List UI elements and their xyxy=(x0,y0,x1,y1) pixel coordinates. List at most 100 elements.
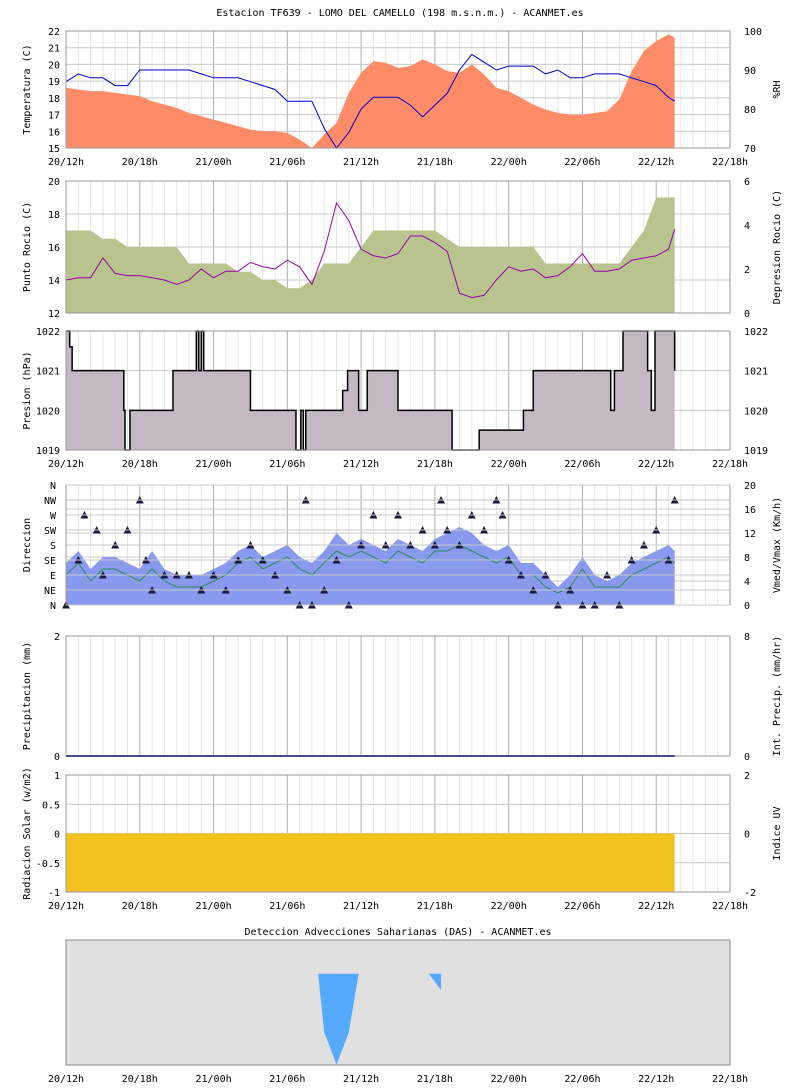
temperature-area xyxy=(66,34,675,148)
solar-xtick: 20/12h xyxy=(48,901,84,912)
solar-ytick-left: -0.5 xyxy=(36,859,60,870)
wind-ytick-right: 8 xyxy=(744,553,750,564)
dewpoint-area xyxy=(66,197,675,313)
precipitation-frame xyxy=(65,635,731,757)
temperature_humidity-xtick: 20/18h xyxy=(122,157,158,168)
pressure-ylabel-left: Presion (hPa) xyxy=(22,351,33,429)
precipitation-ytick-left: 2 xyxy=(54,632,60,643)
dewpoint-ytick-left: 14 xyxy=(48,276,60,287)
das-xtick: 20/18h xyxy=(122,1074,158,1085)
temperature_humidity-ytick-left: 18 xyxy=(48,94,60,105)
das-xtick: 20/12h xyxy=(48,1074,84,1085)
precipitation-ytick-left: 0 xyxy=(54,752,60,763)
solar-xtick: 21/12h xyxy=(343,901,379,912)
wind-direction-tick: N xyxy=(50,481,56,492)
pressure-ytick-right: 1022 xyxy=(744,327,768,338)
solar-ytick-right: 2 xyxy=(744,771,750,782)
temperature_humidity-ytick-left: 16 xyxy=(48,127,60,138)
solar-xtick: 22/18h xyxy=(712,901,748,912)
dewpoint-ytick-right: 4 xyxy=(744,221,750,232)
solar-xtick: 22/12h xyxy=(638,901,674,912)
temperature_humidity-xtick: 21/12h xyxy=(343,157,379,168)
solar-ytick-right: 0 xyxy=(744,830,750,841)
temperature_humidity-ylabel-left: Temperatura (C) xyxy=(22,44,33,134)
pressure-line xyxy=(66,330,676,451)
pressure-ytick-right: 1020 xyxy=(744,406,768,417)
das-xtick: 21/12h xyxy=(343,1074,379,1085)
pressure-ytick-left: 1019 xyxy=(36,446,60,457)
pressure-ytick-left: 1020 xyxy=(36,406,60,417)
solar-ytick-left: -1 xyxy=(48,888,60,899)
chart-title: Estacion TF639 - LOMO DEL CAMELLO (198 m… xyxy=(216,8,583,19)
precipitation-ytick-right: 8 xyxy=(744,632,750,643)
pressure-area xyxy=(66,331,675,450)
wind-direction-tick: N xyxy=(50,601,56,612)
solar-ytick-left: 1 xyxy=(54,771,60,782)
temperature_humidity-xtick: 22/18h xyxy=(712,157,748,168)
wind-ytick-right: 20 xyxy=(744,481,756,492)
temperature_humidity-ytick-left: 20 xyxy=(48,60,60,71)
pressure-xtick: 22/12h xyxy=(638,459,674,470)
das-blob xyxy=(428,973,442,990)
pressure-ytick-left: 1022 xyxy=(36,327,60,338)
das-plot-background xyxy=(66,940,730,1065)
wind-ytick-right: 4 xyxy=(744,577,750,588)
temperature_humidity-xtick: 21/18h xyxy=(417,157,453,168)
wind-direction-tick: NW xyxy=(44,496,57,507)
solar-ylabel-left: Radiacion Solar (w/m2) xyxy=(22,767,33,899)
dewpoint-ytick-right: 0 xyxy=(744,309,750,320)
dewpoint-depression-line xyxy=(65,201,676,299)
temperature_humidity-xtick: 21/06h xyxy=(269,157,305,168)
pressure-xtick: 22/18h xyxy=(712,459,748,470)
solar-ytick-left: 0 xyxy=(54,830,60,841)
solar-xtick: 21/06h xyxy=(269,901,305,912)
pressure-frame xyxy=(65,330,731,451)
pressure-xtick: 21/12h xyxy=(343,459,379,470)
temperature_humidity-ytick-left: 15 xyxy=(48,144,60,155)
temperature_humidity-xtick: 20/12h xyxy=(48,157,84,168)
dewpoint-frame xyxy=(65,180,731,314)
das-xtick: 22/18h xyxy=(712,1074,748,1085)
solar-frame xyxy=(65,774,731,893)
pressure-ytick-left: 1021 xyxy=(36,367,60,378)
solar-xtick: 22/00h xyxy=(491,901,527,912)
das-xtick: 21/00h xyxy=(195,1074,231,1085)
precipitation-ylabel-right: Int. Precip. (mm/hr) xyxy=(772,636,783,756)
dewpoint-ylabel-left: Punto Rocio (C) xyxy=(22,202,33,292)
pressure-xtick: 20/12h xyxy=(48,459,84,470)
dewpoint-ytick-right: 2 xyxy=(744,265,750,276)
wind-direction-tick: SE xyxy=(44,556,56,567)
solar-xtick: 21/18h xyxy=(417,901,453,912)
das-frame xyxy=(65,939,731,1066)
das-title: Deteccion Advecciones Saharianas (DAS) -… xyxy=(244,927,551,938)
solar-ytick-left: 0.5 xyxy=(42,800,60,811)
temperature_humidity-ytick-left: 21 xyxy=(48,44,60,55)
temperature_humidity-ylabel-right: %RH xyxy=(772,80,783,98)
pressure-xtick: 22/00h xyxy=(491,459,527,470)
dewpoint-ylabel-right: Depresion Rocio (C) xyxy=(772,190,783,304)
solar-xtick: 21/00h xyxy=(195,901,231,912)
wind-ylabel-left: Direccion xyxy=(22,518,33,572)
wind-ytick-right: 0 xyxy=(744,601,750,612)
pressure-xtick: 21/06h xyxy=(269,459,305,470)
temperature_humidity-ytick-right: 90 xyxy=(744,66,756,77)
das-xtick: 22/06h xyxy=(564,1074,600,1085)
dewpoint-ytick-right: 6 xyxy=(744,177,750,188)
solar-xtick: 22/06h xyxy=(564,901,600,912)
das-xtick: 22/00h xyxy=(491,1074,527,1085)
solar-ylabel-right: Indice UV xyxy=(772,806,783,860)
das-xtick: 21/18h xyxy=(417,1074,453,1085)
temperature_humidity-ytick-left: 22 xyxy=(48,27,60,38)
wind-direction-tick: NE xyxy=(44,586,56,597)
solar-xtick: 20/18h xyxy=(122,901,158,912)
das-xtick: 22/12h xyxy=(638,1074,674,1085)
pressure-ytick-right: 1021 xyxy=(744,367,768,378)
temperature_humidity-ytick-right: 100 xyxy=(744,27,762,38)
precipitation-ytick-right: 0 xyxy=(744,752,750,763)
temperature_humidity-xtick: 22/06h xyxy=(564,157,600,168)
dewpoint-ytick-left: 18 xyxy=(48,210,60,221)
solar-ytick-right: -2 xyxy=(744,888,756,899)
humidity-line xyxy=(65,53,675,149)
temperature_humidity-frame xyxy=(65,30,731,149)
